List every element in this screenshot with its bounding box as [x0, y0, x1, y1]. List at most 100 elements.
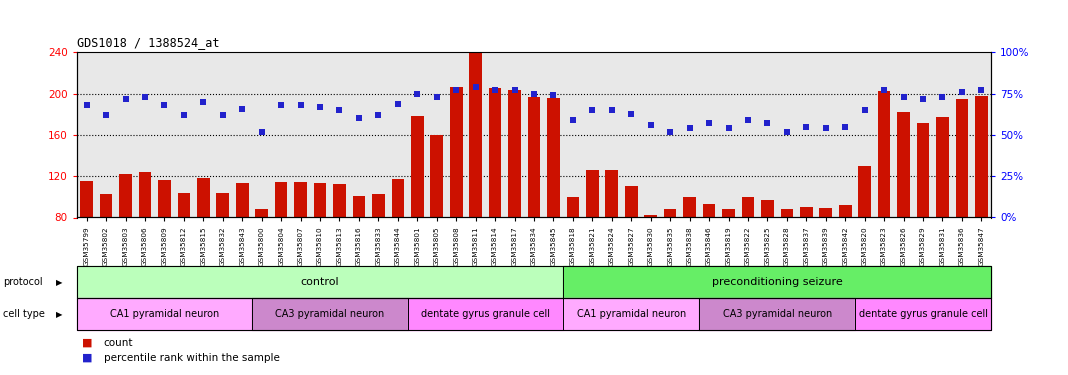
- Bar: [819, 208, 832, 300]
- Bar: [489, 87, 501, 300]
- Point: [194, 99, 211, 105]
- Bar: [314, 183, 327, 300]
- Bar: [664, 209, 676, 300]
- Text: CA3 pyramidal neuron: CA3 pyramidal neuron: [276, 309, 384, 319]
- Bar: [197, 178, 209, 300]
- Bar: [528, 97, 540, 300]
- Text: count: count: [104, 338, 134, 348]
- Bar: [274, 182, 287, 300]
- Bar: [684, 197, 696, 300]
- Bar: [372, 194, 384, 300]
- Text: ▶: ▶: [56, 278, 62, 286]
- Bar: [838, 205, 851, 300]
- Text: ■: ■: [82, 338, 93, 348]
- Bar: [703, 204, 716, 300]
- Bar: [120, 174, 131, 300]
- Point: [739, 117, 756, 123]
- Point: [642, 122, 659, 128]
- Point: [525, 91, 543, 97]
- Bar: [352, 196, 365, 300]
- Text: protocol: protocol: [3, 277, 43, 287]
- Point: [545, 92, 562, 98]
- Point: [175, 112, 192, 118]
- Point: [857, 107, 874, 113]
- Point: [234, 106, 251, 112]
- Point: [759, 120, 776, 126]
- Bar: [722, 209, 735, 300]
- Point: [798, 124, 815, 130]
- Bar: [333, 184, 346, 300]
- Bar: [158, 180, 171, 300]
- Text: control: control: [301, 277, 340, 287]
- Text: CA3 pyramidal neuron: CA3 pyramidal neuron: [723, 309, 832, 319]
- Point: [895, 94, 912, 100]
- Bar: [295, 182, 307, 300]
- Bar: [937, 117, 948, 300]
- Text: cell type: cell type: [3, 309, 45, 319]
- Point: [447, 87, 465, 93]
- Text: ▶: ▶: [56, 310, 62, 319]
- Point: [681, 125, 698, 131]
- Point: [564, 117, 581, 123]
- Bar: [916, 123, 929, 300]
- Point: [623, 111, 640, 117]
- Bar: [139, 172, 152, 300]
- Bar: [606, 170, 618, 300]
- Point: [603, 107, 621, 113]
- Text: preconditioning seizure: preconditioning seizure: [711, 277, 843, 287]
- Point: [487, 87, 504, 93]
- Bar: [800, 207, 813, 300]
- Text: CA1 pyramidal neuron: CA1 pyramidal neuron: [110, 309, 219, 319]
- Point: [914, 96, 931, 102]
- Point: [817, 125, 834, 131]
- Point: [409, 91, 426, 97]
- Text: percentile rank within the sample: percentile rank within the sample: [104, 353, 280, 363]
- Point: [117, 96, 135, 102]
- Point: [137, 94, 154, 100]
- Bar: [217, 193, 230, 300]
- Point: [370, 112, 387, 118]
- Bar: [80, 182, 93, 300]
- Point: [933, 94, 951, 100]
- Point: [156, 102, 173, 108]
- Point: [720, 125, 737, 131]
- Bar: [625, 186, 638, 300]
- Point: [506, 87, 523, 93]
- Text: dentate gyrus granule cell: dentate gyrus granule cell: [859, 309, 988, 319]
- Bar: [177, 193, 190, 300]
- Bar: [450, 87, 462, 300]
- Point: [584, 107, 601, 113]
- Bar: [236, 183, 249, 300]
- Point: [836, 124, 853, 130]
- Bar: [897, 112, 910, 300]
- Point: [661, 129, 678, 135]
- Point: [312, 104, 329, 110]
- Point: [876, 87, 893, 93]
- Point: [215, 112, 232, 118]
- Point: [390, 100, 407, 106]
- Point: [272, 102, 289, 108]
- Bar: [547, 98, 560, 300]
- Point: [292, 102, 309, 108]
- Bar: [99, 194, 112, 300]
- Point: [467, 84, 484, 90]
- Bar: [392, 179, 404, 300]
- Point: [973, 87, 990, 93]
- Text: dentate gyrus granule cell: dentate gyrus granule cell: [421, 309, 550, 319]
- Point: [253, 129, 270, 135]
- Bar: [761, 200, 773, 300]
- Bar: [567, 197, 579, 300]
- Bar: [586, 170, 599, 300]
- Point: [954, 89, 971, 95]
- Point: [428, 94, 445, 100]
- Point: [331, 107, 348, 113]
- Text: GDS1018 / 1388524_at: GDS1018 / 1388524_at: [77, 36, 219, 49]
- Point: [701, 120, 718, 126]
- Point: [350, 116, 367, 122]
- Bar: [975, 96, 988, 300]
- Point: [78, 102, 95, 108]
- Bar: [956, 99, 969, 300]
- Bar: [411, 116, 424, 300]
- Bar: [469, 53, 482, 300]
- Bar: [430, 135, 443, 300]
